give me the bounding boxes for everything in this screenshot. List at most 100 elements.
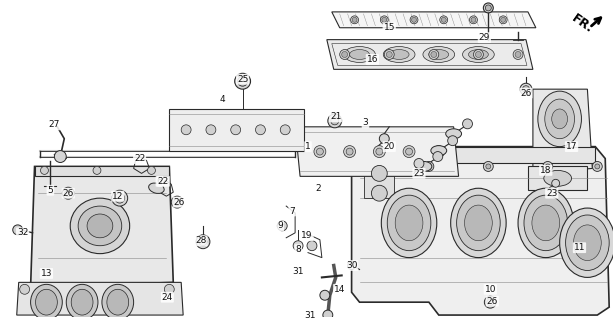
Polygon shape [528, 166, 588, 190]
Polygon shape [360, 147, 595, 164]
Ellipse shape [463, 47, 494, 62]
Ellipse shape [387, 195, 431, 251]
Text: 23: 23 [413, 169, 424, 178]
Text: 29: 29 [479, 33, 490, 42]
Circle shape [476, 52, 481, 58]
Circle shape [448, 136, 458, 146]
Circle shape [384, 50, 394, 60]
Ellipse shape [538, 91, 582, 147]
Text: 20: 20 [384, 142, 395, 151]
Ellipse shape [350, 50, 370, 60]
Circle shape [414, 158, 424, 168]
Circle shape [469, 16, 477, 24]
Circle shape [411, 17, 416, 22]
Circle shape [424, 162, 434, 172]
Ellipse shape [518, 188, 573, 258]
Circle shape [41, 166, 49, 174]
Text: 31: 31 [304, 310, 316, 320]
Circle shape [181, 125, 191, 135]
Ellipse shape [446, 129, 461, 139]
Text: 24: 24 [161, 293, 173, 302]
Circle shape [62, 187, 74, 199]
Circle shape [545, 164, 550, 169]
Circle shape [436, 148, 442, 155]
Circle shape [485, 5, 492, 11]
Text: FR.: FR. [570, 12, 596, 36]
Circle shape [293, 241, 303, 251]
Circle shape [346, 148, 353, 155]
Ellipse shape [67, 284, 98, 320]
Circle shape [164, 284, 174, 294]
Ellipse shape [456, 195, 500, 251]
Ellipse shape [102, 284, 134, 320]
Circle shape [331, 117, 339, 125]
Text: 22: 22 [158, 177, 169, 186]
Circle shape [463, 119, 472, 129]
Text: 12: 12 [112, 192, 123, 201]
Circle shape [484, 296, 496, 308]
Polygon shape [295, 127, 458, 176]
Text: 15: 15 [384, 23, 395, 32]
Circle shape [196, 235, 210, 249]
Ellipse shape [532, 205, 560, 241]
Ellipse shape [383, 47, 415, 62]
Polygon shape [533, 89, 593, 173]
Circle shape [515, 52, 521, 58]
Ellipse shape [573, 225, 601, 260]
Text: 30: 30 [346, 261, 357, 270]
Circle shape [371, 185, 387, 201]
Circle shape [307, 241, 317, 251]
Circle shape [520, 83, 532, 95]
Circle shape [339, 50, 350, 60]
Ellipse shape [464, 205, 492, 241]
Ellipse shape [36, 289, 57, 315]
Text: 28: 28 [195, 236, 207, 245]
Circle shape [112, 190, 128, 206]
Circle shape [410, 16, 418, 24]
Circle shape [115, 193, 124, 203]
Ellipse shape [389, 50, 409, 60]
Text: 11: 11 [573, 243, 585, 252]
Ellipse shape [416, 162, 432, 172]
Polygon shape [327, 40, 533, 69]
Circle shape [386, 52, 392, 58]
Circle shape [54, 151, 67, 163]
Text: 27: 27 [49, 120, 60, 129]
Circle shape [13, 225, 23, 235]
Circle shape [147, 166, 155, 174]
Circle shape [522, 86, 529, 92]
Ellipse shape [395, 205, 423, 241]
Circle shape [595, 164, 600, 169]
Circle shape [199, 238, 207, 246]
Ellipse shape [524, 195, 567, 251]
Circle shape [379, 134, 389, 144]
Circle shape [320, 290, 330, 300]
Circle shape [405, 148, 413, 155]
Ellipse shape [31, 284, 62, 320]
Circle shape [499, 16, 507, 24]
Circle shape [93, 166, 101, 174]
Circle shape [65, 190, 71, 197]
Circle shape [474, 50, 484, 60]
Ellipse shape [451, 188, 506, 258]
Text: 26: 26 [521, 89, 532, 98]
Text: 13: 13 [41, 269, 52, 278]
Circle shape [328, 114, 342, 128]
Circle shape [238, 76, 248, 86]
Circle shape [376, 148, 383, 155]
Circle shape [280, 125, 290, 135]
Text: 6: 6 [156, 177, 162, 186]
Polygon shape [17, 282, 183, 315]
Text: 22: 22 [134, 154, 145, 163]
Circle shape [431, 52, 437, 58]
Circle shape [543, 162, 553, 172]
Ellipse shape [148, 183, 164, 194]
Text: 7: 7 [290, 206, 295, 216]
Ellipse shape [423, 47, 455, 62]
Circle shape [552, 179, 560, 187]
Circle shape [256, 125, 265, 135]
Circle shape [351, 16, 359, 24]
Circle shape [471, 17, 476, 22]
Ellipse shape [431, 146, 447, 156]
Circle shape [429, 50, 439, 60]
